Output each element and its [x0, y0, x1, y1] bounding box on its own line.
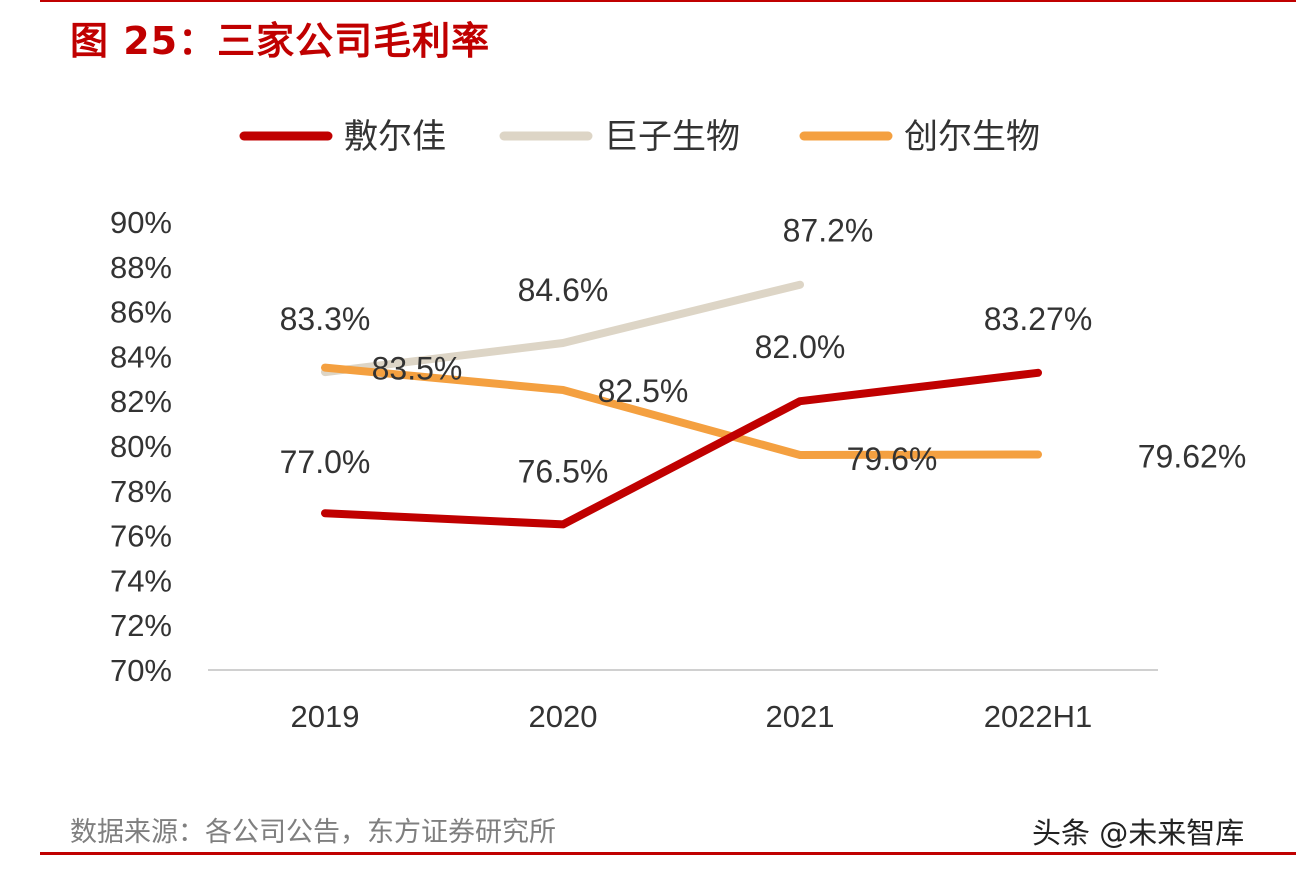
chart-title: 图 25：三家公司毛利率 [70, 19, 491, 63]
data-label: 83.3% [280, 301, 371, 337]
legend-item: 创尔生物 [799, 117, 1040, 157]
y-tick-label: 90% [110, 205, 172, 240]
data-label: 79.62% [1138, 439, 1247, 475]
y-tick-label: 78% [110, 474, 172, 509]
y-tick-label: 70% [110, 653, 172, 688]
y-tick-label: 80% [110, 429, 172, 464]
y-tick-label: 86% [110, 295, 172, 330]
source-note: 数据来源：各公司公告，东方证券研究所 [70, 817, 556, 848]
x-axis: 2019 2020 2021 2022H1 [291, 699, 1093, 734]
y-tick-label: 76% [110, 519, 172, 554]
series-line [321, 368, 1042, 529]
data-label: 77.0% [280, 444, 371, 480]
data-label: 82.0% [755, 329, 846, 365]
legend: 敷尔佳 巨子生物 创尔生物 [239, 117, 1040, 157]
y-tick-label: 72% [110, 608, 172, 643]
x-tick-label: 2020 [529, 699, 598, 734]
legend-label: 巨子生物 [604, 117, 740, 157]
y-tick-label: 82% [110, 384, 172, 419]
top-rule [40, 0, 1296, 2]
y-tick-label: 74% [110, 563, 172, 598]
y-axis: 70% 72% 74% 76% 78% 80% 82% 84% 86% 88% 90% [110, 205, 172, 688]
legend-label: 敷尔佳 [344, 117, 446, 157]
bottom-rule [40, 852, 1296, 855]
x-tick-label: 2019 [291, 699, 360, 734]
data-label: 83.5% [372, 351, 463, 387]
legend-item: 敷尔佳 [239, 117, 446, 157]
x-tick-label: 2022H1 [984, 699, 1093, 734]
line-chart: 敷尔佳 巨子生物 创尔生物 70% 72% 74% 76% 78% 80% 82% 84% 86% 8… [110, 117, 1247, 734]
series-lines [321, 280, 1042, 529]
y-tick-label: 84% [110, 339, 172, 374]
data-label: 84.6% [518, 272, 609, 308]
data-labels: 77.0% 76.5% 82.0% 83.27% 83.3% 84.6% 87.2% 83.5… [280, 213, 1247, 490]
x-tick-label: 2021 [766, 699, 835, 734]
y-tick-label: 88% [110, 250, 172, 285]
data-label: 76.5% [518, 453, 609, 489]
legend-item: 巨子生物 [499, 117, 740, 157]
series-line [321, 280, 804, 377]
watermark: 头条 @未来智库 [1032, 816, 1245, 850]
data-label: 87.2% [783, 213, 874, 249]
data-label: 79.6% [847, 441, 938, 477]
data-label: 83.27% [984, 301, 1093, 337]
series-line [321, 363, 1042, 459]
data-label: 82.5% [598, 373, 689, 409]
legend-label: 创尔生物 [904, 117, 1040, 157]
